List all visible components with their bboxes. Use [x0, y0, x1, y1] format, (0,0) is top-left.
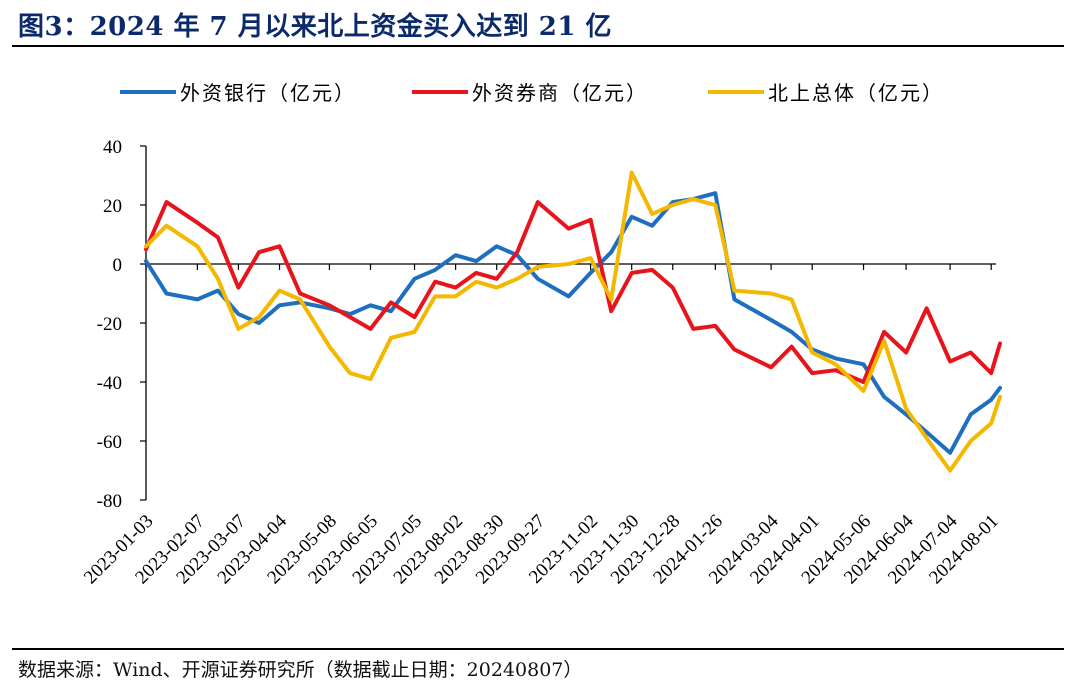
y-tick-label: 0 [113, 255, 123, 276]
y-tick-label: -20 [97, 314, 122, 335]
source-rule [12, 648, 1064, 650]
legend-label: 北上总体（亿元） [768, 81, 944, 105]
y-tick-label: -60 [97, 432, 122, 453]
series-line-2 [144, 200, 1002, 384]
y-tick-label: -80 [97, 491, 122, 512]
series-line-3 [144, 170, 1002, 473]
y-tick-label: 40 [103, 137, 122, 158]
chart-series [144, 170, 1002, 473]
legend-label: 外资券商（亿元） [472, 81, 648, 105]
figure-title: 图3：2024 年 7 月以来北上资金买入达到 21 亿 [18, 12, 612, 42]
y-tick-label: -40 [97, 373, 122, 394]
series-line-1 [144, 191, 1002, 455]
legend-label: 外资银行（亿元） [180, 81, 356, 105]
source-note: 数据来源：Wind、开源证券研究所（数据截止日期：20240807） [18, 659, 583, 681]
chart-legend: 外资银行（亿元） 外资券商（亿元） 北上总体（亿元） [120, 81, 944, 105]
y-tick-label: 20 [103, 196, 122, 217]
title-rule [12, 45, 1064, 47]
